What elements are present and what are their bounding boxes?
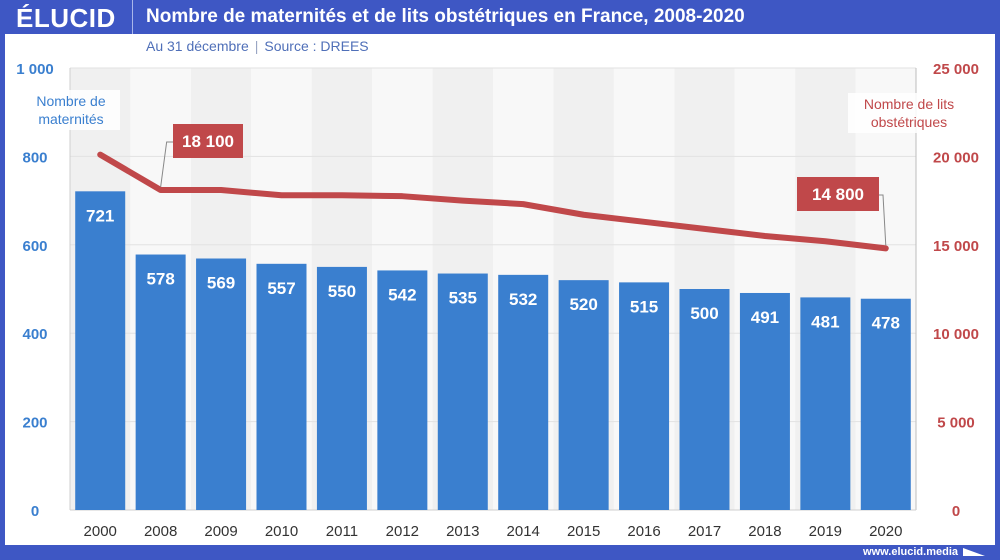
header-bar: ÉLUCID Nombre de maternités et de lits o… xyxy=(0,0,1000,34)
right-axis-title-line: Nombre de lits xyxy=(863,96,955,112)
x-axis-ticks: 2000 2008 2009 2010 2011 2012 2013 2014 2015 2016… xyxy=(84,523,903,540)
x-tick-label: 2020 xyxy=(869,523,902,540)
bar xyxy=(860,298,911,510)
bar-value-label: 478 xyxy=(872,314,900,333)
right-tick-label: 25 000 xyxy=(933,61,979,78)
subtitle-source: Source : DREES xyxy=(264,38,369,54)
bar xyxy=(679,289,730,510)
bar-value-label: 520 xyxy=(569,295,597,314)
bar-value-label: 500 xyxy=(690,304,718,323)
x-tick-label: 2014 xyxy=(507,523,540,540)
bar xyxy=(800,297,851,510)
bar xyxy=(256,263,307,510)
callout-box xyxy=(173,124,243,158)
x-tick-label: 2016 xyxy=(627,523,660,540)
bar-value-label: 515 xyxy=(630,297,658,316)
right-tick-label: 5 000 xyxy=(937,415,975,432)
x-tick-label: 2015 xyxy=(567,523,600,540)
left-tick-label: 800 xyxy=(22,149,47,166)
bar-labels: 721 578 569 557 550 542 535 532 520 515 500 491 481 4… xyxy=(86,206,900,332)
left-tick-label: 400 xyxy=(22,326,47,343)
bar xyxy=(316,266,367,510)
left-tick-label: 1 000 xyxy=(16,61,54,78)
right-axis-title: Nombre de lits obstétriques xyxy=(848,93,970,133)
left-axis-title: Nombre de maternités xyxy=(22,90,120,130)
bar xyxy=(498,274,549,510)
left-axis-title-line: maternités xyxy=(38,111,104,127)
bar-value-label: 557 xyxy=(267,279,295,298)
x-tick-label: 2011 xyxy=(326,523,358,540)
callout-leader xyxy=(879,194,887,246)
x-tick-label: 2012 xyxy=(386,523,419,540)
bar xyxy=(377,270,428,510)
subtitle-separator: | xyxy=(254,38,259,54)
chart-subtitle: Au 31 décembre | Source : DREES xyxy=(146,38,369,54)
right-tick-label: 20 000 xyxy=(933,149,979,166)
elucid-mark-icon xyxy=(963,548,985,556)
bar xyxy=(739,292,790,510)
right-tick-label: 0 xyxy=(952,503,960,520)
x-tick-label: 2013 xyxy=(446,523,479,540)
x-tick-label: 2019 xyxy=(809,523,842,540)
left-axis-title-line: Nombre de xyxy=(36,93,106,109)
callouts: 18 100 14 800 xyxy=(160,124,887,246)
left-tick-label: 0 xyxy=(31,503,39,520)
bar xyxy=(619,282,670,510)
bar-value-label: 481 xyxy=(811,312,839,331)
bar-value-label: 569 xyxy=(207,274,235,293)
x-tick-label: 2010 xyxy=(265,523,298,540)
line-beds xyxy=(97,151,889,252)
right-tick-label: 15 000 xyxy=(933,238,979,255)
bars xyxy=(75,191,911,510)
bar-value-label: 550 xyxy=(328,282,356,301)
bar-value-label: 542 xyxy=(388,285,416,304)
left-tick-label: 600 xyxy=(22,238,47,255)
callout-leader xyxy=(160,141,173,188)
left-axis-ticks: 0 200 400 600 800 1 000 xyxy=(16,61,54,520)
bar-value-label: 535 xyxy=(449,289,477,308)
bar xyxy=(437,273,488,510)
x-tick-label: 2009 xyxy=(204,523,237,540)
right-axis-title-line: obstétriques xyxy=(870,114,948,130)
bar xyxy=(135,254,186,510)
elucid-logo: ÉLUCID xyxy=(16,3,116,33)
footer-url: www.elucid.media xyxy=(863,546,958,558)
bar-value-label: 532 xyxy=(509,290,537,309)
right-axis-ticks: 0 5 000 10 000 15 000 20 000 25 000 xyxy=(933,61,979,520)
right-tick-label: 10 000 xyxy=(933,326,979,343)
callout-box xyxy=(797,177,879,211)
header-divider xyxy=(132,0,133,34)
bar-value-label: 721 xyxy=(86,206,114,225)
bar xyxy=(196,258,247,510)
x-tick-label: 2017 xyxy=(688,523,721,540)
bar xyxy=(558,280,609,510)
callout-label: 14 800 xyxy=(812,185,864,204)
bar xyxy=(75,191,126,510)
chart-title: Nombre de maternités et de lits obstétri… xyxy=(146,6,745,27)
x-tick-label: 2008 xyxy=(144,523,177,540)
x-tick-label: 2018 xyxy=(748,523,781,540)
bar-value-label: 491 xyxy=(751,308,779,327)
subtitle-date: Au 31 décembre xyxy=(146,38,249,54)
bar-value-label: 578 xyxy=(146,270,174,289)
x-tick-label: 2000 xyxy=(84,523,117,540)
callout-label: 18 100 xyxy=(182,132,234,151)
left-tick-label: 200 xyxy=(22,415,47,432)
line-series xyxy=(97,151,889,252)
